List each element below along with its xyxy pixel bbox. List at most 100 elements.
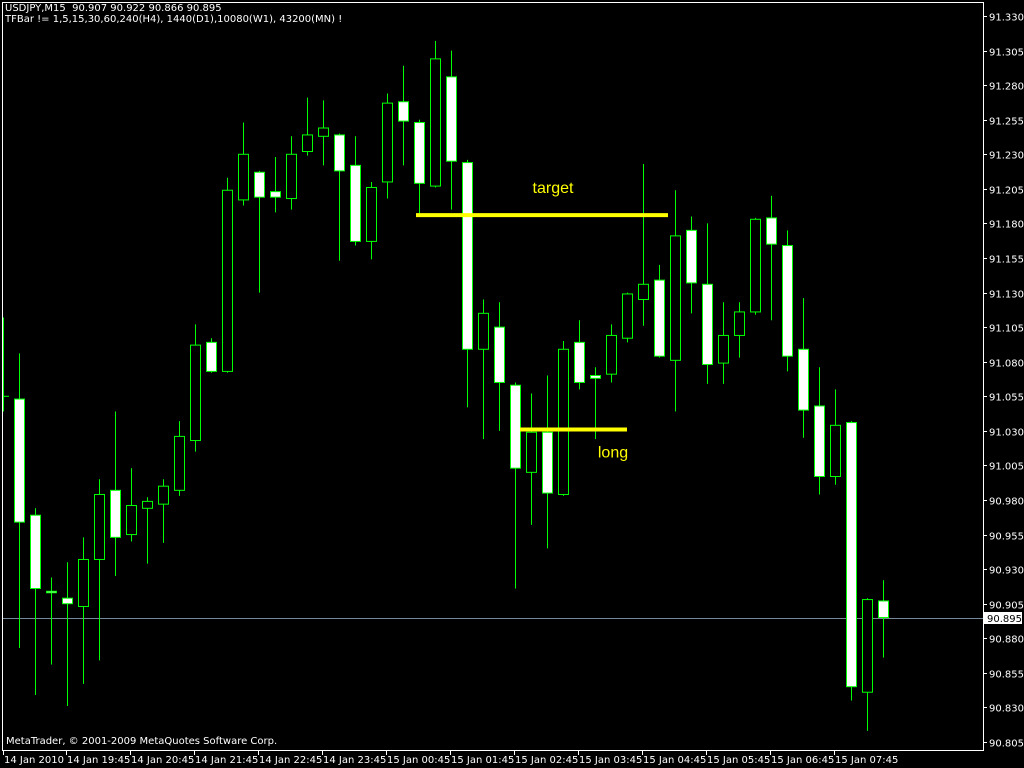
candle: [334, 133, 345, 261]
candle: [878, 580, 889, 658]
candle-body-bear: [814, 405, 825, 477]
candle-body-bull: [558, 348, 569, 495]
price-tick-label: 91.330: [989, 13, 1024, 24]
current-price-label: 90.895: [987, 614, 1022, 625]
candle-body-bear: [334, 134, 345, 172]
candle-body-bear: [798, 348, 809, 411]
price-tick-label: 91.255: [989, 117, 1024, 128]
candle-body-bull: [190, 344, 201, 442]
candle: [78, 537, 89, 684]
candle: [206, 338, 217, 373]
price-axis: 91.330 91.305 91.280 91.255 91.230 91.205 91.1…: [983, 13, 1024, 750]
candle: [318, 100, 329, 166]
candle-body-bear: [878, 600, 889, 619]
candle: [734, 302, 745, 358]
candle: [190, 324, 201, 452]
candle-body-bear: [542, 431, 553, 494]
price-tick-label: 91.005: [989, 462, 1024, 473]
candle-body-bear: [702, 283, 713, 365]
candle-body-bull: [718, 334, 729, 364]
candle-body-bull: [638, 283, 649, 300]
candle: [302, 97, 313, 156]
time-tick-label: 14 Jan 21:45: [195, 755, 258, 766]
time-tick-label: 14 Jan 22:45: [259, 755, 322, 766]
candle: [622, 292, 633, 343]
candle: [606, 324, 617, 383]
candle-body-bull: [526, 431, 537, 473]
price-tick-label: 90.905: [989, 601, 1024, 612]
candle-body-bull: [302, 134, 313, 153]
time-tick-label: 15 Jan 03:45: [579, 755, 642, 766]
candle: [430, 40, 441, 188]
candle-body-bear: [254, 171, 265, 198]
indicator-info: TFBar != 1,5,15,30,60,240(H4), 1440(D1),…: [5, 14, 343, 25]
candle-body-bull: [430, 58, 441, 187]
time-tick-label: 15 Jan 04:45: [643, 755, 706, 766]
candle-body-bear: [590, 375, 601, 379]
candle: [542, 375, 553, 549]
candle-body-bear: [494, 326, 505, 383]
price-tick-label: 90.855: [989, 670, 1024, 681]
time-tick-label: 15 Jan 07:45: [835, 755, 898, 766]
time-tick-label: 14 Jan 20:45: [131, 755, 194, 766]
candle-body-bear: [510, 384, 521, 469]
candle: [846, 421, 857, 701]
price-tick-label: 91.280: [989, 82, 1024, 93]
candle-body-bear: [110, 489, 121, 538]
candle-body-bear: [462, 162, 473, 350]
candle-body-bear: [350, 164, 361, 242]
candle: [798, 298, 809, 438]
price-tick-label: 90.955: [989, 532, 1024, 543]
candle: [446, 50, 457, 210]
candle-body-bear: [766, 217, 777, 245]
candles-layer: [3, 40, 983, 731]
time-tick-label: 14 Jan 2010: [4, 755, 64, 766]
candle: [830, 389, 841, 485]
candle: [350, 136, 361, 246]
candle-body-bull: [126, 505, 137, 536]
time-tick-label: 15 Jan 00:45: [387, 755, 450, 766]
candle-body-bear: [446, 76, 457, 162]
candle-body-bull: [830, 424, 841, 477]
candle: [14, 353, 25, 648]
candle: [862, 598, 873, 731]
price-tick-label: 91.105: [989, 324, 1024, 335]
symbol-info: USDJPY,M15 90.907 90.922 90.866 90.895: [5, 3, 222, 14]
candle: [766, 195, 777, 321]
time-tick-label: 15 Jan 02:45: [515, 755, 578, 766]
candle: [366, 181, 377, 260]
candle-body-bear: [14, 398, 25, 523]
candle: [126, 468, 137, 542]
candle: [462, 159, 473, 408]
chart-frame: [2, 2, 984, 751]
time-tick-label: 15 Jan 05:45: [707, 755, 770, 766]
candle-body-bull: [238, 153, 249, 201]
candle-body-bear: [574, 341, 585, 383]
candle-body-bear: [270, 191, 281, 198]
time-tick-label: 14 Jan 19:45: [67, 755, 130, 766]
candle-body-bull: [366, 186, 377, 242]
candle: [238, 122, 249, 206]
candle: [510, 382, 521, 589]
candle-body-bull: [318, 127, 329, 137]
price-tick-label: 91.180: [989, 220, 1024, 231]
candle-body-bear: [46, 590, 57, 594]
candle: [638, 163, 649, 326]
candle: [222, 177, 233, 373]
time-tick-label: 15 Jan 06:45: [771, 755, 834, 766]
candle: [478, 299, 489, 440]
price-tick-label: 91.155: [989, 255, 1024, 266]
candle: [494, 302, 505, 431]
candle: [30, 508, 41, 695]
candle-body-bear: [414, 121, 425, 184]
candle: [414, 119, 425, 216]
candle-body-bear: [398, 101, 409, 122]
candle-body-bear: [686, 229, 697, 284]
price-tick-label: 91.205: [989, 186, 1024, 197]
candle: [3, 317, 9, 412]
candle-body-bull: [222, 189, 233, 372]
candle-body-bull: [734, 311, 745, 336]
candle-body-bull: [158, 485, 169, 505]
candle-body-bull: [862, 599, 873, 693]
